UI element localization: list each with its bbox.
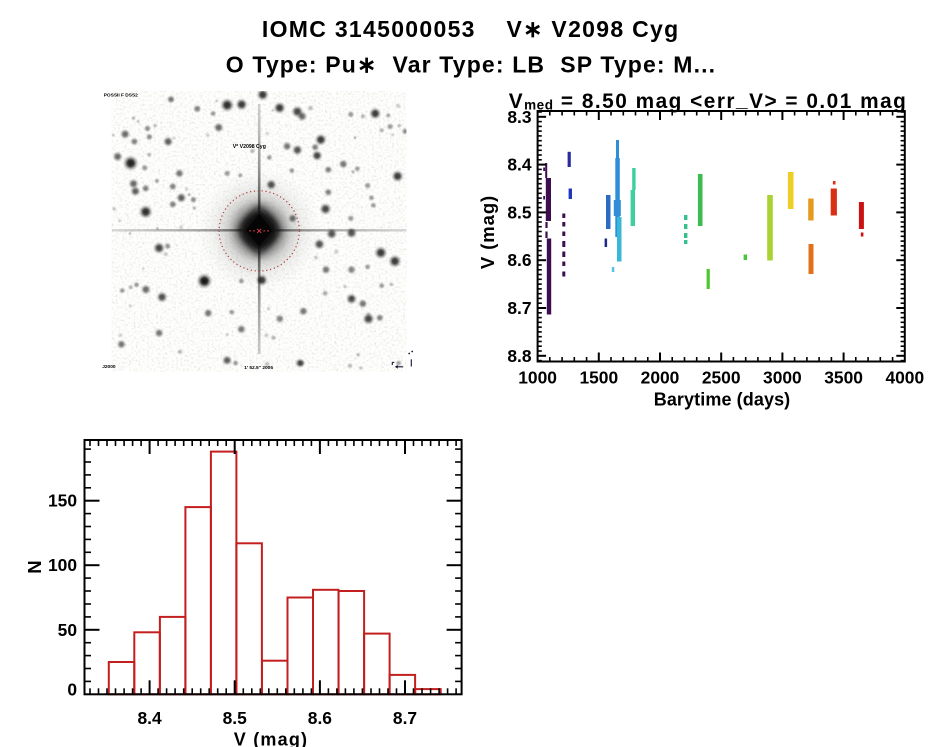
svg-text:O Type: Pu∗ Var Type: LB SP: O Type: Pu∗ Var Type: LB SP Type: M...	[226, 52, 716, 78]
svg-text:8.4: 8.4	[138, 708, 163, 728]
svg-text:50: 50	[58, 620, 77, 640]
svg-text:4000: 4000	[885, 368, 924, 388]
svg-text:V* V2098 Cyg: V* V2098 Cyg	[233, 144, 266, 150]
svg-text:8.4: 8.4	[507, 155, 532, 175]
svg-text:2500: 2500	[702, 368, 741, 388]
svg-text:8.6: 8.6	[308, 708, 333, 728]
svg-text:V (mag): V (mag)	[234, 730, 308, 747]
svg-text:POSSII F DSS2: POSSII F DSS2	[104, 92, 138, 98]
svg-text:N: N	[24, 560, 45, 573]
svg-text:1500: 1500	[579, 368, 618, 388]
svg-text:J2000: J2000	[102, 364, 116, 370]
svg-text:8.7: 8.7	[393, 708, 417, 728]
svg-text:8.5: 8.5	[507, 202, 532, 222]
svg-text:Vmed = 8.50 mag <err_V> = 0.01: Vmed = 8.50 mag <err_V> = 0.01 mag	[509, 88, 908, 113]
svg-text:8.6: 8.6	[507, 250, 532, 270]
svg-text:3500: 3500	[824, 368, 863, 388]
svg-text:8.8: 8.8	[507, 346, 532, 366]
svg-text:2000: 2000	[641, 368, 680, 388]
svg-text:100: 100	[48, 555, 77, 575]
svg-text:3000: 3000	[763, 368, 802, 388]
svg-text:1′ 52.5″ 2005: 1′ 52.5″ 2005	[244, 365, 273, 371]
svg-text:8.7: 8.7	[507, 298, 531, 318]
svg-text:8.5: 8.5	[223, 708, 248, 728]
svg-text:IOMC 3145000053 V∗ V2098 Cy: IOMC 3145000053 V∗ V2098 Cyg	[262, 16, 680, 42]
svg-text:0: 0	[67, 679, 77, 699]
svg-text:V (mag): V (mag)	[477, 195, 498, 269]
svg-text:1000: 1000	[518, 368, 557, 388]
svg-text:150: 150	[48, 491, 77, 511]
svg-text:8.3: 8.3	[507, 107, 532, 127]
svg-text:Barytime (days): Barytime (days)	[654, 390, 791, 410]
